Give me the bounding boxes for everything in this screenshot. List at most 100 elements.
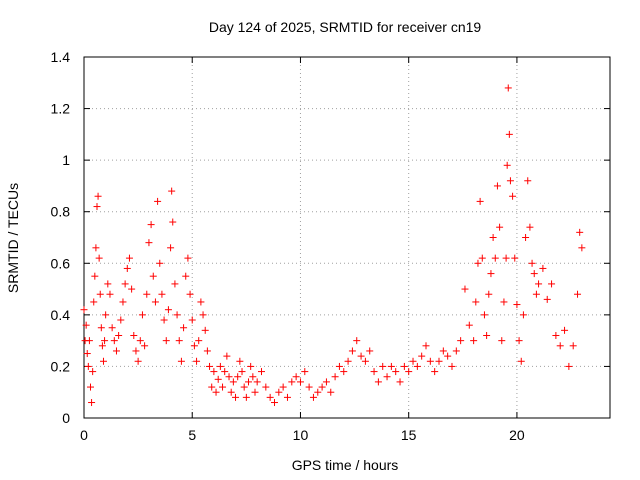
data-point	[160, 316, 168, 324]
data-point	[327, 388, 335, 396]
data-point	[249, 373, 257, 381]
data-point	[524, 177, 532, 185]
data-point	[119, 298, 127, 306]
data-point	[478, 254, 486, 262]
y-tick-label: 0.8	[51, 204, 71, 220]
data-point	[130, 331, 138, 339]
data-point	[257, 368, 265, 376]
data-point	[283, 393, 291, 401]
data-point	[344, 357, 352, 365]
data-point	[493, 182, 501, 190]
data-point	[353, 337, 361, 345]
data-point	[413, 362, 421, 370]
data-point	[117, 316, 125, 324]
data-point	[561, 326, 569, 334]
data-point	[275, 388, 283, 396]
data-point	[396, 378, 404, 386]
x-tick-label: 15	[401, 427, 417, 443]
data-point	[112, 347, 120, 355]
data-point	[418, 352, 426, 360]
data-point	[240, 383, 248, 391]
data-point	[134, 357, 142, 365]
data-point	[322, 378, 330, 386]
data-point	[431, 368, 439, 376]
data-point	[348, 347, 356, 355]
data-point	[548, 280, 556, 288]
data-point	[197, 298, 205, 306]
data-point	[457, 337, 465, 345]
data-point	[506, 177, 514, 185]
data-point	[143, 290, 151, 298]
data-point	[162, 337, 170, 345]
data-point	[138, 311, 146, 319]
data-point	[136, 337, 144, 345]
data-point	[82, 321, 90, 329]
data-point	[154, 197, 162, 205]
data-point	[305, 383, 313, 391]
data-point	[392, 368, 400, 376]
y-tick-label: 0	[62, 410, 70, 426]
data-point	[503, 161, 511, 169]
data-point	[91, 272, 99, 280]
data-point	[121, 280, 129, 288]
x-tick-label: 5	[188, 427, 196, 443]
data-point	[500, 298, 508, 306]
data-point	[203, 347, 211, 355]
y-tick-label: 1	[62, 152, 70, 168]
data-point	[515, 337, 523, 345]
data-point	[498, 337, 506, 345]
data-point	[483, 331, 491, 339]
data-point	[99, 357, 107, 365]
data-point	[245, 378, 253, 386]
data-point	[182, 272, 190, 280]
data-point	[318, 383, 326, 391]
data-point	[147, 221, 155, 229]
data-point	[370, 368, 378, 376]
data-point	[102, 311, 110, 319]
data-point	[236, 357, 244, 365]
data-point	[309, 393, 317, 401]
data-point	[543, 295, 551, 303]
data-point	[288, 378, 296, 386]
data-point	[219, 383, 227, 391]
data-point	[301, 368, 309, 376]
data-points	[80, 84, 586, 407]
data-point	[186, 290, 194, 298]
data-point	[106, 290, 114, 298]
data-point	[465, 321, 473, 329]
data-point	[296, 378, 304, 386]
data-point	[361, 357, 369, 365]
data-point	[335, 362, 343, 370]
data-point	[314, 388, 322, 396]
data-point	[95, 254, 103, 262]
data-point	[88, 399, 96, 407]
data-point	[206, 362, 214, 370]
data-point	[504, 84, 512, 92]
data-point	[279, 383, 287, 391]
data-point	[101, 337, 109, 345]
data-point	[474, 259, 482, 267]
data-point	[251, 388, 259, 396]
data-point	[201, 326, 209, 334]
data-point	[578, 244, 586, 252]
data-point	[366, 347, 374, 355]
data-point	[123, 264, 131, 272]
data-point	[444, 352, 452, 360]
data-point	[225, 373, 233, 381]
data-point	[195, 337, 203, 345]
data-point	[496, 223, 504, 231]
data-point	[340, 368, 348, 376]
data-point	[90, 298, 98, 306]
data-point	[193, 357, 201, 365]
data-point	[199, 311, 207, 319]
data-point	[528, 259, 536, 267]
data-point	[535, 280, 543, 288]
y-tick-label: 0.6	[51, 255, 71, 271]
y-tick-label: 0.2	[51, 358, 71, 374]
data-point	[156, 259, 164, 267]
data-point	[253, 378, 261, 386]
data-point	[487, 270, 495, 278]
data-point	[426, 357, 434, 365]
data-point	[472, 298, 480, 306]
